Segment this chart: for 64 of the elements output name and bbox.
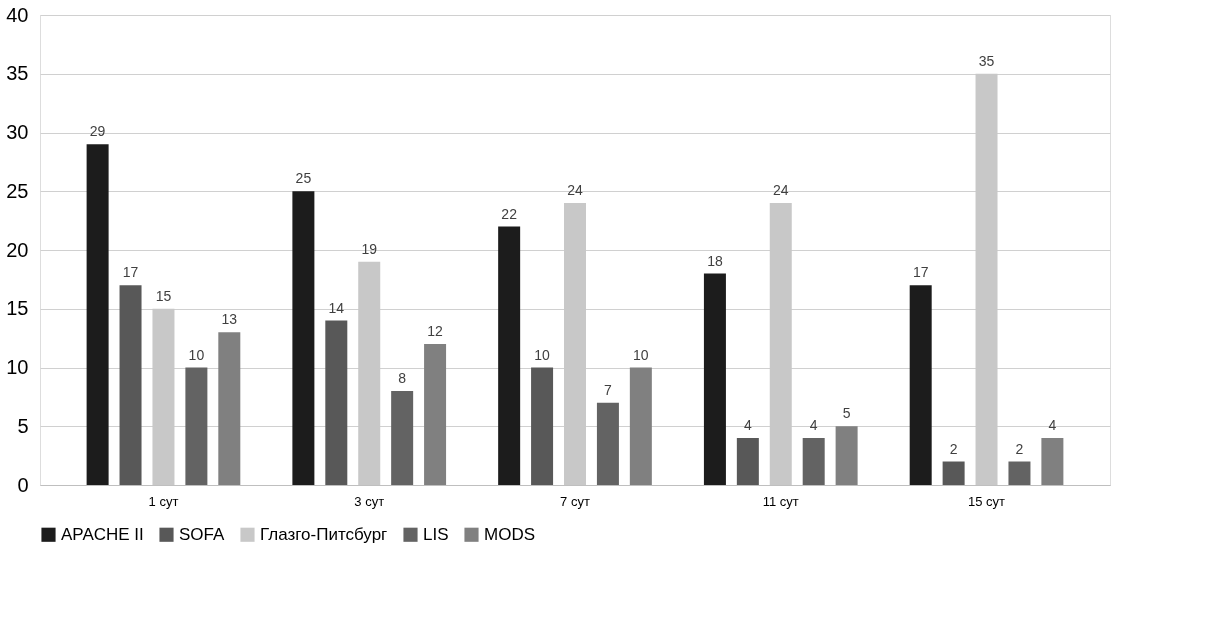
bar <box>942 461 965 485</box>
data-label: 17 <box>912 264 929 281</box>
bar <box>736 438 759 485</box>
y-tick-label: 25 <box>6 179 29 202</box>
data-label: 29 <box>89 123 106 140</box>
data-label: 22 <box>501 205 518 222</box>
data-label: 4 <box>743 417 752 433</box>
data-label: 2 <box>949 440 958 457</box>
bar <box>325 320 348 485</box>
x-tick-label: 11 сут <box>762 493 799 509</box>
y-tick-label: 15 <box>6 297 29 320</box>
data-label: 2 <box>1015 440 1024 457</box>
bar <box>1041 438 1064 485</box>
y-tick-label: 35 <box>6 62 29 85</box>
data-label: 4 <box>809 417 818 433</box>
legend-label: LIS <box>423 524 449 544</box>
data-label: 8 <box>398 370 407 386</box>
bar <box>498 226 521 485</box>
data-label: 25 <box>295 170 312 187</box>
data-label: 12 <box>427 323 444 339</box>
bar <box>424 344 447 485</box>
data-label: 18 <box>707 252 723 269</box>
legend-label: APACHE II <box>61 524 144 544</box>
legend-label: MODS <box>484 524 535 544</box>
bar <box>391 391 414 485</box>
y-tick-label: 10 <box>6 356 29 378</box>
bar <box>1008 461 1031 485</box>
data-label: 24 <box>567 182 583 198</box>
data-label: 10 <box>188 346 205 363</box>
x-tick-label: 15 сут <box>968 493 1006 509</box>
bar <box>802 438 825 485</box>
y-tick-label: 40 <box>6 3 29 26</box>
data-label: 13 <box>221 311 238 328</box>
data-label: 17 <box>122 264 139 281</box>
x-tick-label: 3 сут <box>354 493 385 509</box>
data-label: 10 <box>633 346 649 363</box>
legend-label: SOFA <box>179 524 226 544</box>
bar <box>629 367 652 485</box>
y-tick-label: 5 <box>17 414 29 437</box>
bar <box>86 144 109 485</box>
bar <box>218 332 241 485</box>
bar <box>596 402 619 485</box>
x-tick-label: 1 сут <box>148 493 179 509</box>
data-label: 5 <box>842 405 851 422</box>
bar <box>909 285 932 485</box>
data-label: 35 <box>978 52 995 69</box>
data-label: 19 <box>361 240 378 257</box>
data-label: 10 <box>534 346 551 363</box>
y-tick-label: 0 <box>17 473 29 496</box>
bar <box>292 191 315 485</box>
bar <box>531 367 554 485</box>
bar <box>185 367 208 485</box>
data-label: 7 <box>604 381 613 398</box>
bar <box>835 426 858 485</box>
data-label: 24 <box>772 182 789 198</box>
data-label: 4 <box>1048 417 1057 433</box>
bar <box>703 273 726 485</box>
legend-label: Глазго-Питсбург <box>260 524 388 544</box>
y-tick-label: 20 <box>6 238 29 261</box>
data-label: 14 <box>328 299 345 316</box>
x-tick-label: 7 сут <box>560 493 590 509</box>
data-label: 15 <box>155 287 172 304</box>
bar <box>119 285 142 485</box>
y-tick-label: 30 <box>6 121 29 143</box>
